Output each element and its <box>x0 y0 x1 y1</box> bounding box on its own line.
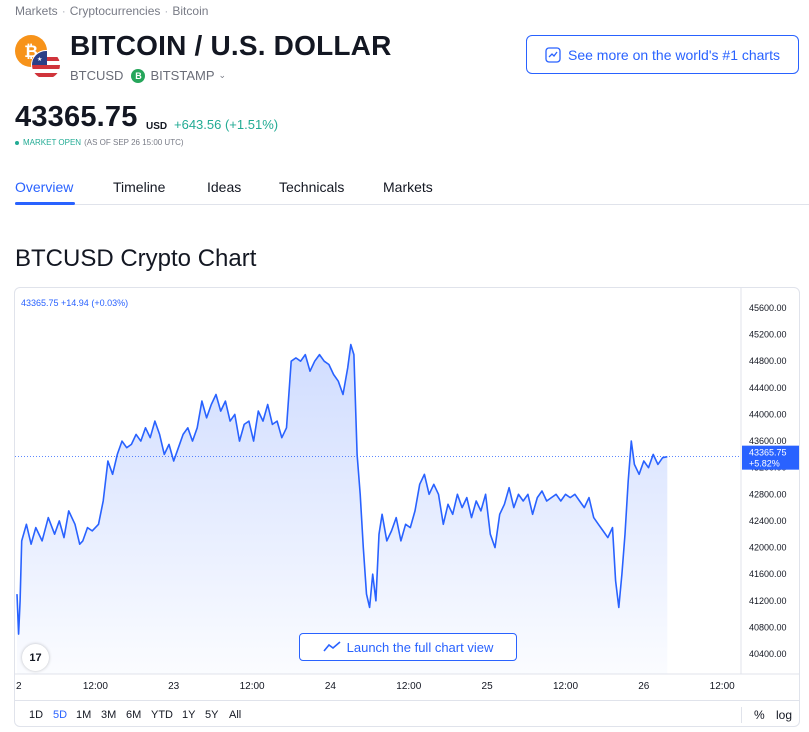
chevron-down-icon[interactable]: ⌄ <box>218 70 227 80</box>
price-currency: USD <box>146 121 168 132</box>
log-scale-button[interactable]: log <box>776 708 793 722</box>
time-tick-label: 2 <box>16 681 22 692</box>
price-tick-label: 44800.00 <box>749 356 787 366</box>
breadcrumb-separator: · <box>61 4 66 18</box>
range-3m[interactable]: 3M <box>101 709 117 721</box>
market-status: MARKET OPEN (AS OF SEP 26 15:00 UTC) <box>15 138 184 147</box>
tab-bar: Overview Timeline Ideas Technicals Marke… <box>15 170 809 205</box>
chart-legend: 43365.75 +14.94 (+0.03%) <box>21 298 129 308</box>
percent-scale-button[interactable]: % <box>754 708 765 722</box>
time-tick-label: 12:00 <box>710 681 735 692</box>
price-tick-label: 42000.00 <box>749 543 787 553</box>
symbol-label: BTCUSD <box>70 68 124 83</box>
tab-overview[interactable]: Overview <box>15 179 74 195</box>
time-tick-label: 26 <box>638 681 650 692</box>
svg-text:★: ★ <box>37 56 42 63</box>
see-more-charts-label: See more on the world's #1 charts <box>567 46 780 63</box>
price-tick-label: 45200.00 <box>749 330 787 340</box>
last-price: 43365.75 <box>15 101 138 133</box>
time-tick-label: 12:00 <box>83 681 108 692</box>
chart-widget[interactable]: 45600.00 45200.00 44800.00 44400.00 44000.00… <box>14 287 800 727</box>
price-tick-label: 43600.00 <box>749 436 787 446</box>
tab-technicals[interactable]: Technicals <box>279 179 345 195</box>
time-tick-label: 12:00 <box>240 681 265 692</box>
range-ytd[interactable]: YTD <box>151 709 173 721</box>
price-tick-label: 44000.00 <box>749 409 787 419</box>
section-title: BTCUSD Crypto Chart <box>15 245 257 272</box>
market-open-label: MARKET OPEN <box>23 138 82 147</box>
time-tick-label: 24 <box>325 681 337 692</box>
last-price-badge-change: +5.82% <box>749 459 780 469</box>
breadcrumb-cryptocurrencies[interactable]: Cryptocurrencies <box>69 4 161 18</box>
last-price-badge-price: 43365.75 <box>749 448 787 458</box>
price-tick-label: 44400.00 <box>749 383 787 393</box>
time-tick-label: 12:00 <box>396 681 421 692</box>
range-bar: 1D 5D 1M 3M 6M YTD 1Y 5Y All % log <box>15 700 799 726</box>
price-tick-label: 41200.00 <box>749 596 787 606</box>
price-tick-label: 40400.00 <box>749 649 787 659</box>
range-5y[interactable]: 5Y <box>205 709 219 721</box>
launch-full-chart-button[interactable]: Launch the full chart view <box>299 633 517 661</box>
time-tick-label: 12:00 <box>553 681 578 692</box>
see-more-charts-button[interactable]: See more on the world's #1 charts <box>526 35 799 74</box>
price-change: +643.56 (+1.51%) <box>174 117 279 132</box>
chart-line-icon <box>323 641 341 652</box>
breadcrumb-separator: · <box>164 4 169 18</box>
range-divider <box>741 707 742 723</box>
symbol-row: BTCUSD B BITSTAMP ⌄ <box>70 68 226 83</box>
range-6m[interactable]: 6M <box>126 709 142 721</box>
breadcrumb: Markets · Cryptocurrencies · Bitcoin <box>15 4 208 18</box>
range-1m[interactable]: 1M <box>76 709 92 721</box>
price-tick-label: 42800.00 <box>749 489 787 499</box>
price-tick-label: 45600.00 <box>749 303 787 313</box>
page-title: BITCOIN / U.S. DOLLAR <box>70 30 392 61</box>
time-tick-label: 25 <box>482 681 494 692</box>
time-tick-label: 23 <box>168 681 180 692</box>
range-1d[interactable]: 1D <box>29 709 44 721</box>
exchange-selector[interactable]: BITSTAMP <box>150 68 215 83</box>
tab-ideas[interactable]: Ideas <box>207 179 242 195</box>
tab-markets[interactable]: Markets <box>383 179 433 195</box>
usd-flag-icon: ★ <box>31 50 61 80</box>
launch-full-chart-label: Launch the full chart view <box>346 639 494 655</box>
price-tick-label: 41600.00 <box>749 569 787 579</box>
market-time-label: (AS OF SEP 26 15:00 UTC) <box>84 138 184 147</box>
price-tick-label: 40800.00 <box>749 622 787 632</box>
status-dot-icon <box>15 140 19 145</box>
last-price-badge <box>742 445 799 470</box>
tradingview-logo-icon[interactable]: 17 <box>22 644 49 671</box>
range-5d[interactable]: 5D <box>53 709 68 721</box>
active-tab-indicator <box>15 202 75 205</box>
chart-line-icon <box>545 46 561 63</box>
range-1y[interactable]: 1Y <box>182 709 196 721</box>
breadcrumb-bitcoin[interactable]: Bitcoin <box>172 4 209 18</box>
range-all[interactable]: All <box>229 709 242 721</box>
tab-timeline[interactable]: Timeline <box>113 179 166 195</box>
price-area <box>17 344 668 674</box>
price-line <box>16 343 668 635</box>
price-chart[interactable]: 45600.00 45200.00 44800.00 44400.00 44000.00… <box>15 288 800 700</box>
exchange-icon: B <box>131 68 146 83</box>
breadcrumb-markets[interactable]: Markets <box>15 4 58 18</box>
price-tick-label: 42400.00 <box>749 516 787 526</box>
